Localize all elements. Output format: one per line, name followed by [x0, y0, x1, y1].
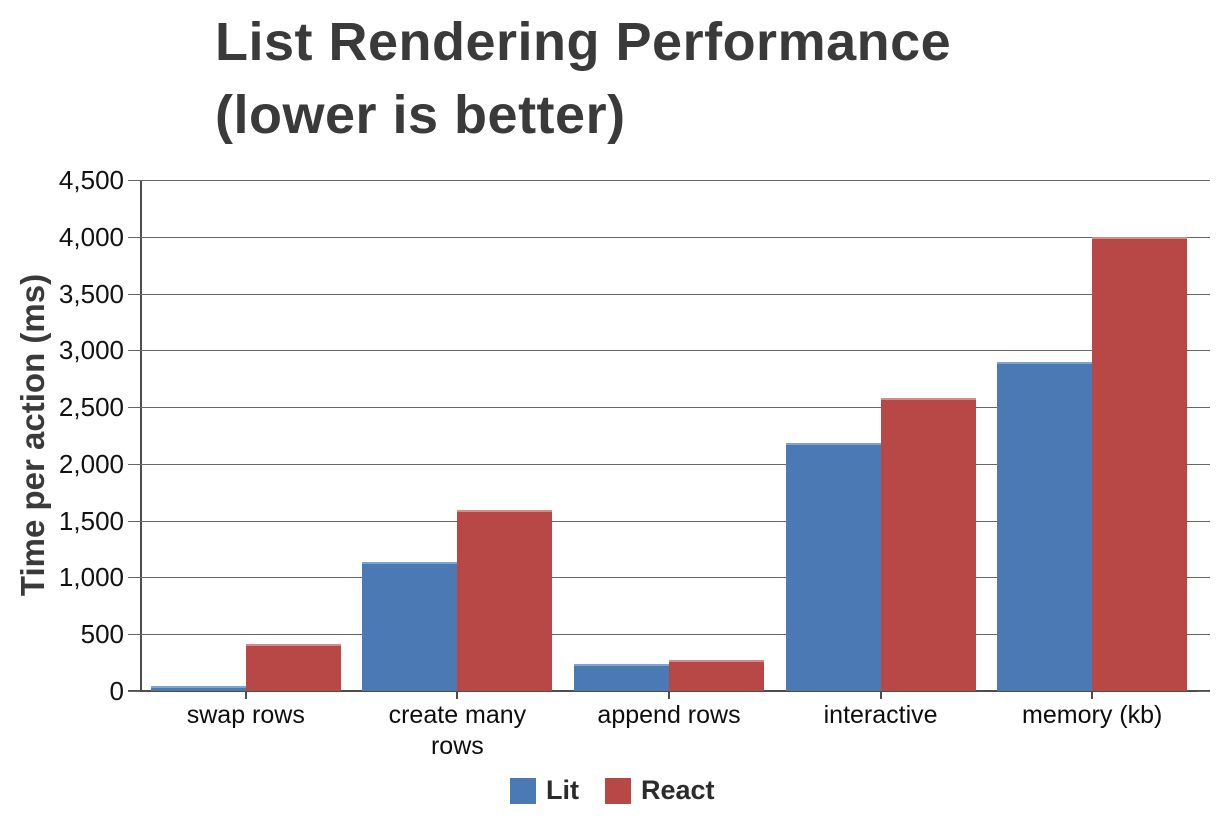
y-tick-label-4000: 4,000 — [58, 221, 124, 252]
legend-item-lit: Lit — [510, 775, 579, 806]
lit-bar-append-rows — [574, 663, 669, 691]
y-tick-mark-left-2000 — [128, 463, 140, 465]
gridline-4000 — [140, 236, 1198, 238]
y-axis-line — [140, 180, 142, 692]
y-tick-label-500: 500 — [80, 619, 124, 650]
gridline-3500 — [140, 293, 1198, 295]
react-bar-swap-rows — [245, 644, 341, 691]
y-tick-mark-right-1500 — [1198, 520, 1210, 522]
y-tick-mark-right-0 — [1198, 691, 1210, 692]
chart-title-line-1: List Rendering Performance — [215, 12, 952, 72]
x-tick-mark-0 — [244, 692, 247, 699]
y-tick-label-3500: 3,500 — [58, 278, 124, 309]
plot-area — [140, 180, 1198, 691]
y-tick-mark-left-4500 — [128, 180, 140, 181]
lit-bar-swap-rows — [150, 685, 246, 691]
lit-bar-memory-kb- — [997, 361, 1093, 691]
legend: Lit React — [510, 775, 715, 806]
y-tick-label-2500: 2,500 — [58, 392, 124, 423]
y-tick-label-2000: 2,000 — [58, 448, 124, 479]
x-tick-mark-4 — [1091, 692, 1094, 699]
gridline-4500 — [140, 180, 1198, 181]
y-axis-title: Time per action (ms) — [14, 273, 51, 597]
y-tick-mark-left-4000 — [128, 236, 140, 238]
legend-item-react: React — [605, 775, 715, 806]
legend-label-lit: Lit — [546, 775, 579, 805]
gridline-2500 — [140, 407, 1198, 409]
lit-bar-interactive — [785, 443, 881, 691]
x-category-label-create-many-rows: create many rows — [388, 701, 527, 760]
legend-label-react: React — [641, 775, 715, 805]
y-tick-label-4500: 4,500 — [58, 165, 124, 195]
lit-bar-create-many-rows — [362, 561, 458, 691]
y-tick-mark-right-4500 — [1198, 180, 1210, 181]
x-category-label-interactive: interactive — [823, 701, 938, 729]
y-tick-mark-right-4000 — [1198, 236, 1210, 238]
y-tick-mark-left-3000 — [128, 350, 140, 352]
y-tick-mark-left-2500 — [128, 407, 140, 409]
y-tick-mark-left-1000 — [128, 577, 140, 579]
y-tick-label-0: 0 — [109, 676, 124, 706]
y-tick-label-1000: 1,000 — [58, 562, 124, 593]
gridline-1000 — [140, 577, 1198, 579]
legend-swatch-react — [605, 777, 631, 804]
x-tick-mark-3 — [879, 692, 882, 699]
react-bar-create-many-rows — [457, 510, 553, 691]
y-tick-mark-right-2000 — [1198, 463, 1210, 465]
x-category-label-append-rows: append rows — [597, 701, 741, 729]
y-tick-mark-right-1000 — [1198, 577, 1210, 579]
y-tick-label-1500: 1,500 — [58, 505, 124, 536]
gridline-2000 — [140, 463, 1198, 465]
y-tick-mark-right-2500 — [1198, 407, 1210, 409]
y-tick-mark-left-500 — [128, 634, 140, 636]
y-tick-mark-left-3500 — [128, 293, 140, 295]
x-axis-line — [128, 690, 1210, 692]
react-bar-interactive — [880, 398, 976, 691]
react-bar-memory-kb- — [1092, 236, 1188, 691]
gridline-3000 — [140, 350, 1198, 352]
y-tick-mark-left-0 — [128, 691, 140, 692]
x-category-label-memory-kb-: memory (kb) — [1022, 701, 1163, 729]
y-tick-label-3000: 3,000 — [58, 335, 124, 366]
y-tick-mark-right-3500 — [1198, 293, 1210, 295]
x-tick-mark-2 — [668, 692, 670, 699]
chart-title-line-2: (lower is better) — [215, 85, 626, 145]
react-bar-append-rows — [669, 659, 764, 691]
gridline-1500 — [140, 520, 1198, 522]
legend-swatch-lit — [510, 777, 536, 804]
y-tick-mark-right-3000 — [1198, 350, 1210, 352]
x-tick-mark-1 — [456, 692, 459, 699]
y-tick-mark-left-1500 — [128, 520, 140, 522]
y-tick-mark-right-500 — [1198, 634, 1210, 636]
chart-title: List Rendering Performance (lower is bet… — [215, 6, 951, 152]
x-category-label-swap-rows: swap rows — [186, 701, 305, 729]
gridline-500 — [140, 634, 1198, 636]
